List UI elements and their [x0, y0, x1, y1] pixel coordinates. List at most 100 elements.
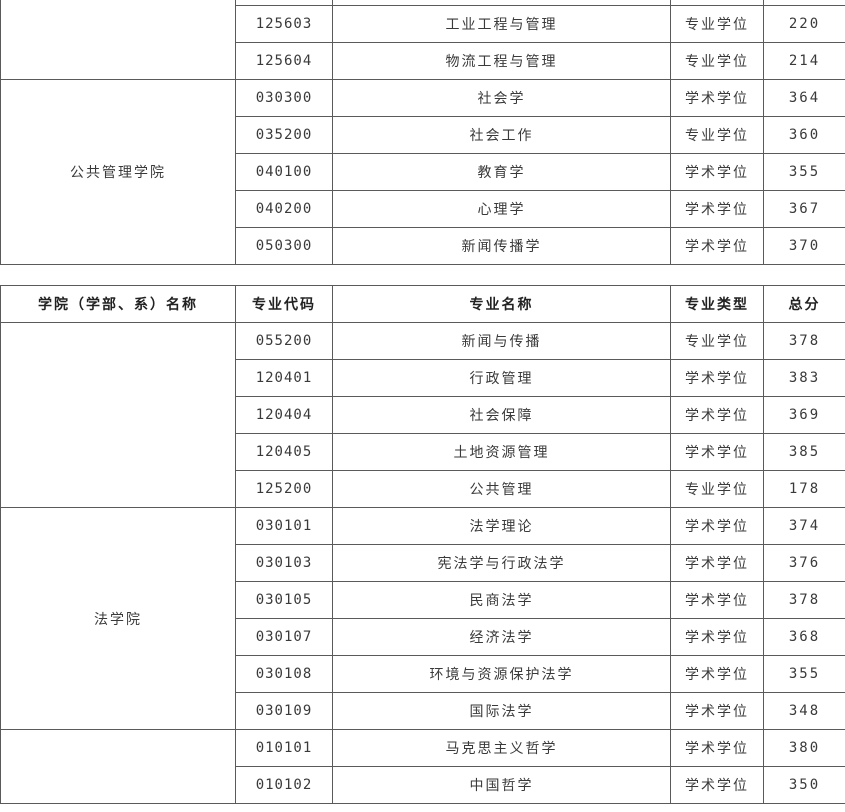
code-cell: 030103 [235, 544, 333, 582]
code-cell: 030109 [235, 692, 333, 730]
degree-type-cell: 学术学位 [670, 79, 764, 117]
degree-type-cell: 专业学位 [670, 322, 764, 360]
table-row: 公共管理学院 030300 社会学 学术学位 364 [0, 79, 845, 265]
table-row: 030109 国际法学 学术学位 348 [1, 692, 845, 730]
header-college: 学院（学部、系）名称 [0, 285, 236, 323]
total-score-cell: 378 [763, 581, 845, 619]
major-name-cell: 中国哲学 [332, 766, 671, 804]
college-cell: 公共管理学院 [0, 79, 236, 265]
major-name-cell: 社会保障 [332, 396, 671, 434]
table-row: 125200 公共管理 专业学位 178 [1, 470, 845, 508]
degree-type-cell: 学术学位 [670, 692, 764, 730]
degree-type-cell: 学术学位 [670, 433, 764, 471]
total-score-cell: 368 [763, 618, 845, 656]
score-table: 学院（学部、系）名称 专业代码 专业名称 专业类型 总分 055200 新闻与传播… [0, 285, 845, 804]
table-body: 125603 工业工程与管理 专业学位 220 125604 物流工程与管理 专业学位 214… [0, 0, 845, 265]
header-type: 专业类型 [670, 285, 764, 323]
major-name-cell: 社会学 [332, 79, 671, 117]
major-name-cell: 教育学 [332, 153, 671, 191]
total-score-cell: 350 [763, 766, 845, 804]
total-score-cell: 214 [763, 42, 845, 80]
header-code: 专业代码 [235, 285, 333, 323]
total-score-cell: 178 [763, 470, 845, 508]
code-cell: 120405 [235, 433, 333, 471]
table-row: 055200 新闻与传播 专业学位 378 [0, 322, 845, 508]
college-cell [0, 0, 236, 80]
code-cell: 120404 [235, 396, 333, 434]
total-score-cell: 370 [763, 227, 845, 265]
major-name-cell: 公共管理 [332, 470, 671, 508]
degree-type-cell: 学术学位 [670, 655, 764, 693]
major-name-cell: 物流工程与管理 [332, 42, 671, 80]
code-cell: 125200 [235, 470, 333, 508]
code-cell: 040200 [235, 190, 333, 228]
degree-type-cell: 学术学位 [670, 190, 764, 228]
degree-type-cell: 学术学位 [670, 618, 764, 656]
degree-type-cell: 专业学位 [670, 5, 764, 43]
total-score-cell: 355 [763, 655, 845, 693]
college-cell [0, 729, 236, 804]
degree-type-cell: 学术学位 [670, 766, 764, 804]
total-score-cell: 385 [763, 433, 845, 471]
table-row: 010102 中国哲学 学术学位 350 [1, 766, 845, 804]
major-name-cell: 土地资源管理 [332, 433, 671, 471]
total-score-cell: 380 [763, 729, 845, 767]
degree-type-cell: 专业学位 [670, 116, 764, 154]
degree-type-cell: 学术学位 [670, 227, 764, 265]
total-score-cell: 383 [763, 359, 845, 397]
code-cell: 125604 [235, 42, 333, 80]
table-row [0, 0, 845, 80]
major-name-cell: 心理学 [332, 190, 671, 228]
college-cell: 法学院 [0, 507, 236, 730]
total-score-cell: 364 [763, 79, 845, 117]
table-row: 120404 社会保障 学术学位 369 [1, 396, 845, 434]
college-cell [0, 322, 236, 508]
code-cell: 055200 [235, 322, 333, 360]
major-name-cell: 新闻传播学 [332, 227, 671, 265]
code-cell: 030108 [235, 655, 333, 693]
major-name-cell: 新闻与传播 [332, 322, 671, 360]
code-cell: 030105 [235, 581, 333, 619]
table-row: 030107 经济法学 学术学位 368 [1, 618, 845, 656]
table-row: 120401 行政管理 学术学位 383 [1, 359, 845, 397]
major-name-cell: 马克思主义哲学 [332, 729, 671, 767]
score-table-continued: 125603 工业工程与管理 专业学位 220 125604 物流工程与管理 专业学位 214… [0, 0, 845, 265]
degree-type-cell: 学术学位 [670, 359, 764, 397]
table-row: 030105 民商法学 学术学位 378 [1, 581, 845, 619]
code-cell: 040100 [235, 153, 333, 191]
degree-type-cell: 学术学位 [670, 396, 764, 434]
header-name: 专业名称 [332, 285, 671, 323]
table-row: 040100 教育学 学术学位 355 [1, 153, 845, 191]
major-name-cell: 工业工程与管理 [332, 5, 671, 43]
table-row: 035200 社会工作 专业学位 360 [1, 116, 845, 154]
table-row: 010101 马克思主义哲学 学术学位 380 [0, 729, 845, 804]
degree-type-cell: 学术学位 [670, 581, 764, 619]
table-row: 125603 工业工程与管理 专业学位 220 [1, 5, 845, 43]
table-body: 055200 新闻与传播 专业学位 378 120401 行政管理 学术学位 383 12040… [0, 322, 845, 804]
major-name-cell: 经济法学 [332, 618, 671, 656]
code-cell: 030101 [235, 507, 333, 545]
code-cell: 010102 [235, 766, 333, 804]
code-cell: 120401 [235, 359, 333, 397]
total-score-cell: 220 [763, 5, 845, 43]
header-score: 总分 [763, 285, 845, 323]
code-cell: 125603 [235, 5, 333, 43]
degree-type-cell: 专业学位 [670, 42, 764, 80]
major-name-cell: 宪法学与行政法学 [332, 544, 671, 582]
major-name-cell: 环境与资源保护法学 [332, 655, 671, 693]
degree-type-cell: 学术学位 [670, 729, 764, 767]
total-score-cell: 376 [763, 544, 845, 582]
total-score-cell: 374 [763, 507, 845, 545]
code-cell: 030300 [235, 79, 333, 117]
total-score-cell: 369 [763, 396, 845, 434]
table-row: 120405 土地资源管理 学术学位 385 [1, 433, 845, 471]
degree-type-cell: 专业学位 [670, 470, 764, 508]
total-score-cell: 367 [763, 190, 845, 228]
code-cell: 010101 [235, 729, 333, 767]
major-name-cell: 国际法学 [332, 692, 671, 730]
total-score-cell: 378 [763, 322, 845, 360]
total-score-cell: 355 [763, 153, 845, 191]
code-cell: 030107 [235, 618, 333, 656]
code-cell: 035200 [235, 116, 333, 154]
degree-type-cell: 学术学位 [670, 507, 764, 545]
